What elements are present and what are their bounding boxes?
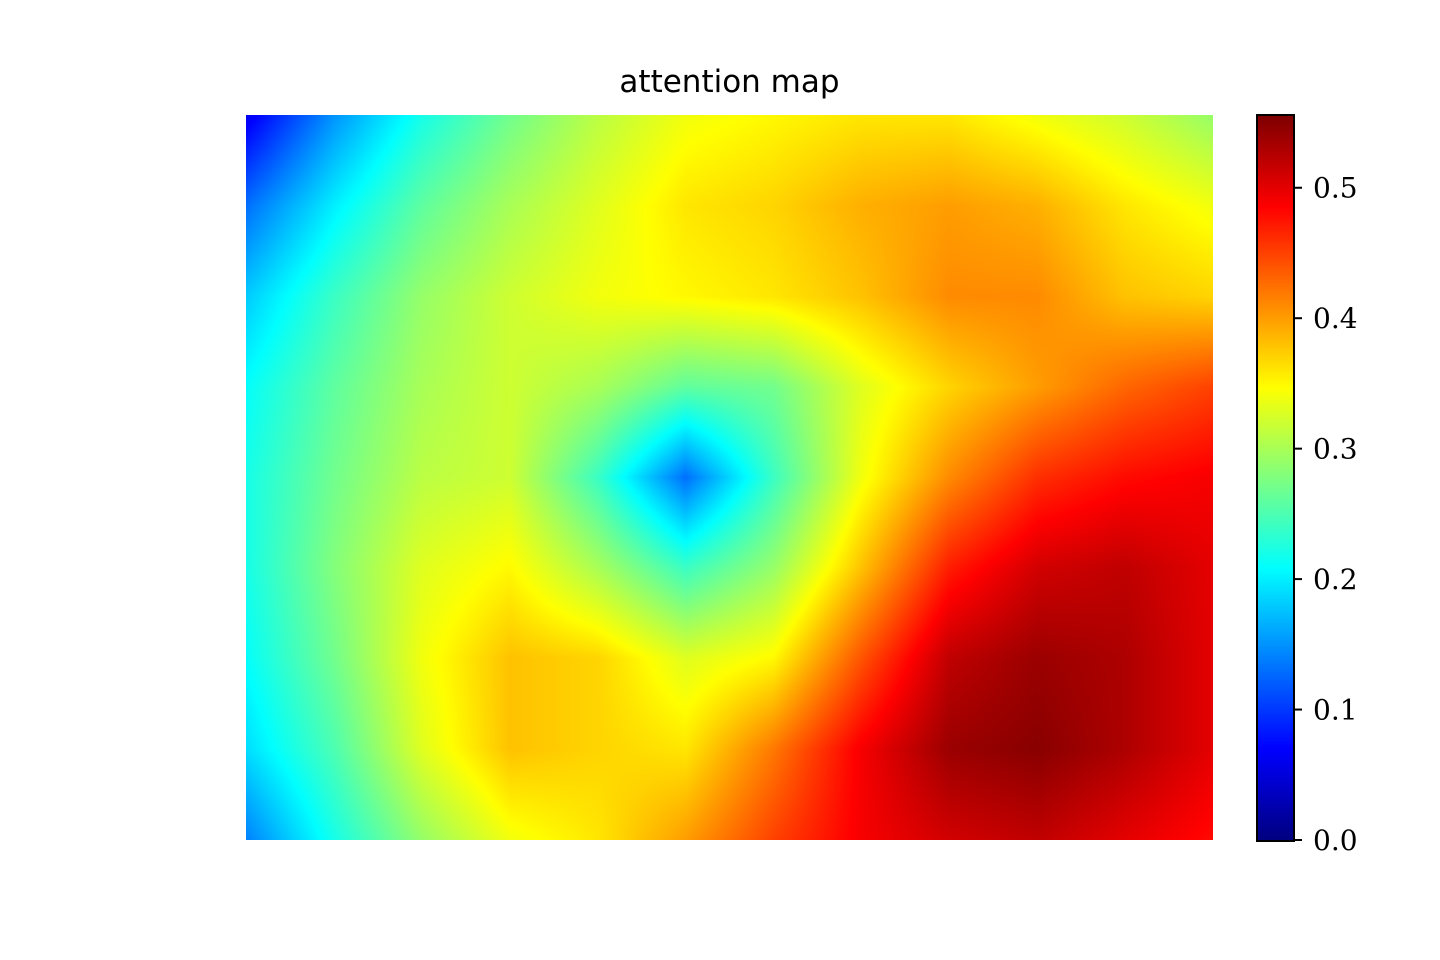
- heatmap-image: [246, 115, 1213, 840]
- colorbar-tick-label: 0.5: [1313, 172, 1358, 205]
- chart-title: attention map: [619, 64, 840, 100]
- colorbar-gradient: [1258, 116, 1293, 840]
- colorbar-tick-label: 0.4: [1313, 302, 1358, 335]
- colorbar-tick-label: 0.0: [1313, 824, 1358, 857]
- colorbar-tick-label: 0.1: [1313, 694, 1358, 727]
- colorbar-tick-label: 0.2: [1313, 563, 1358, 596]
- colorbar-tick-label: 0.3: [1313, 433, 1358, 466]
